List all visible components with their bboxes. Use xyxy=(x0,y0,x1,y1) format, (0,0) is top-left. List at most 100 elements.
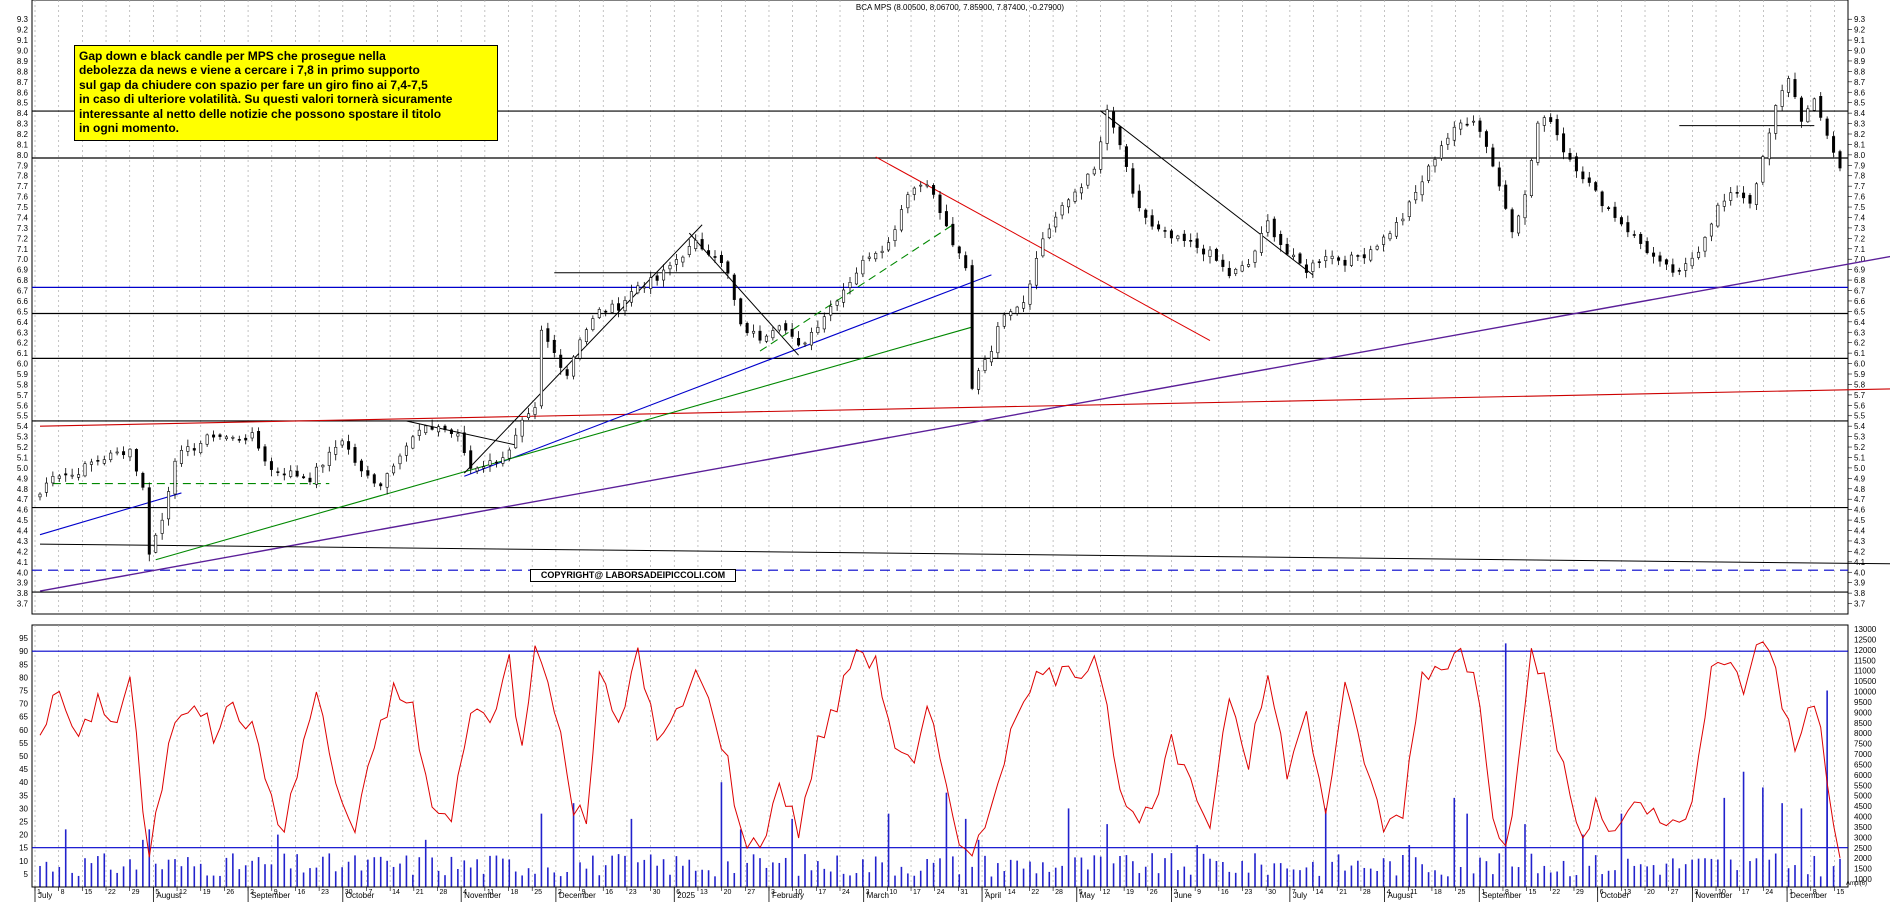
candle-body xyxy=(1626,222,1630,233)
y-tick-right: 5.7 xyxy=(1854,391,1866,400)
price-panel-frame xyxy=(31,0,1849,615)
y-tick-left: 6.9 xyxy=(17,266,29,275)
candle-body xyxy=(250,432,254,439)
candle-body xyxy=(1619,217,1623,225)
volume-y-tick: 7000 xyxy=(1854,750,1872,759)
y-tick-right: 4.0 xyxy=(1854,568,1866,577)
candle-body xyxy=(1607,207,1611,209)
volume-y-tick: 2000 xyxy=(1854,854,1872,863)
x-day-label: 10 xyxy=(889,889,897,896)
candle-body xyxy=(366,470,370,476)
x-day-label: 11 xyxy=(1410,889,1417,896)
candle-body xyxy=(1099,141,1103,170)
y-tick-left: 4.7 xyxy=(17,495,29,504)
candle-body xyxy=(308,477,312,483)
x-day-label: 17 xyxy=(818,889,826,896)
candle-body xyxy=(964,255,968,269)
candle-body xyxy=(1034,258,1038,286)
x-month-label: October xyxy=(1601,891,1630,900)
y-tick-left: 8.8 xyxy=(17,67,29,76)
candle-body xyxy=(379,483,383,487)
candle-body xyxy=(77,474,81,478)
candle-body xyxy=(51,476,55,484)
y-tick-right: 7.6 xyxy=(1854,193,1866,202)
y-tick-right: 8.4 xyxy=(1854,109,1866,118)
x-day-label: 12 xyxy=(1102,889,1110,896)
y-tick-right: 3.7 xyxy=(1854,600,1866,609)
x-day-label: 23 xyxy=(1245,889,1253,896)
candle-body xyxy=(398,455,402,465)
x-day-label: 25 xyxy=(1458,889,1466,896)
candle-body xyxy=(327,451,331,466)
candle-body xyxy=(404,445,408,456)
x-day-label: 23 xyxy=(321,889,329,896)
candle-body xyxy=(610,303,614,313)
candle-body xyxy=(996,326,1000,354)
y-tick-left: 8.7 xyxy=(17,78,29,87)
y-tick-right: 7.1 xyxy=(1854,245,1866,254)
y-tick-left: 4.9 xyxy=(17,474,29,483)
osc-y-tick: 25 xyxy=(19,818,28,827)
x-day-label: 11 xyxy=(487,889,494,896)
candle-body xyxy=(1549,117,1553,122)
candle-body xyxy=(1652,252,1656,257)
x-day-label: 22 xyxy=(108,889,116,896)
x-day-label: 5 xyxy=(155,889,159,896)
candle-body xyxy=(1124,146,1128,167)
candle-body xyxy=(797,338,801,346)
candle-body xyxy=(1324,256,1328,262)
trend-line xyxy=(406,420,516,446)
y-tick-right: 6.2 xyxy=(1854,339,1866,348)
candle-body xyxy=(1150,215,1154,227)
candle-body xyxy=(1009,311,1013,316)
candle-body xyxy=(109,452,113,461)
x-day-label: 29 xyxy=(1576,889,1584,896)
y-tick-left: 6.3 xyxy=(17,328,29,337)
y-tick-right: 4.2 xyxy=(1854,547,1866,556)
candle-body xyxy=(494,461,498,464)
x-day-label: 21 xyxy=(1339,889,1347,896)
candle-body xyxy=(1214,248,1218,261)
volume-y-tick: 12500 xyxy=(1854,635,1877,644)
candle-body xyxy=(501,457,505,464)
y-tick-left: 4.0 xyxy=(17,568,29,577)
y-tick-left: 8.6 xyxy=(17,88,29,97)
y-tick-right: 7.7 xyxy=(1854,182,1866,191)
candle-body xyxy=(572,356,576,377)
candle-body xyxy=(1330,255,1334,259)
candle-body xyxy=(668,265,672,270)
candle-body xyxy=(1722,200,1726,207)
candle-body xyxy=(713,256,717,258)
candle-body xyxy=(1317,261,1321,263)
candle-body xyxy=(115,451,119,454)
candle-body xyxy=(957,246,961,254)
x-day-label: 28 xyxy=(1055,889,1063,896)
candle-body xyxy=(141,472,145,488)
y-tick-left: 7.3 xyxy=(17,224,29,233)
y-tick-left: 6.8 xyxy=(17,276,29,285)
candle-body xyxy=(951,223,955,246)
y-tick-left: 5.5 xyxy=(17,412,29,421)
candle-body xyxy=(874,253,878,260)
candle-body xyxy=(424,425,428,434)
volume-y-tick: 13000 xyxy=(1854,625,1877,634)
candle-body xyxy=(469,450,473,469)
candle-body xyxy=(212,434,216,438)
x-day-label: 3 xyxy=(771,889,775,896)
candle-body xyxy=(764,335,768,342)
y-tick-left: 4.3 xyxy=(17,537,29,546)
x-day-label: 27 xyxy=(747,889,755,896)
x-day-label: 24 xyxy=(842,889,850,896)
candle-body xyxy=(462,432,466,453)
y-tick-right: 6.1 xyxy=(1854,349,1866,358)
candle-body xyxy=(224,436,228,440)
candle-body xyxy=(1555,119,1559,136)
y-tick-left: 7.6 xyxy=(17,193,29,202)
x-month-label: December xyxy=(1790,891,1827,900)
candle-body xyxy=(893,229,897,241)
y-tick-left: 3.9 xyxy=(17,579,29,588)
candle-body xyxy=(1253,250,1257,263)
y-tick-right: 7.4 xyxy=(1854,213,1866,222)
osc-y-tick: 20 xyxy=(19,831,28,840)
candle-body xyxy=(565,369,569,376)
